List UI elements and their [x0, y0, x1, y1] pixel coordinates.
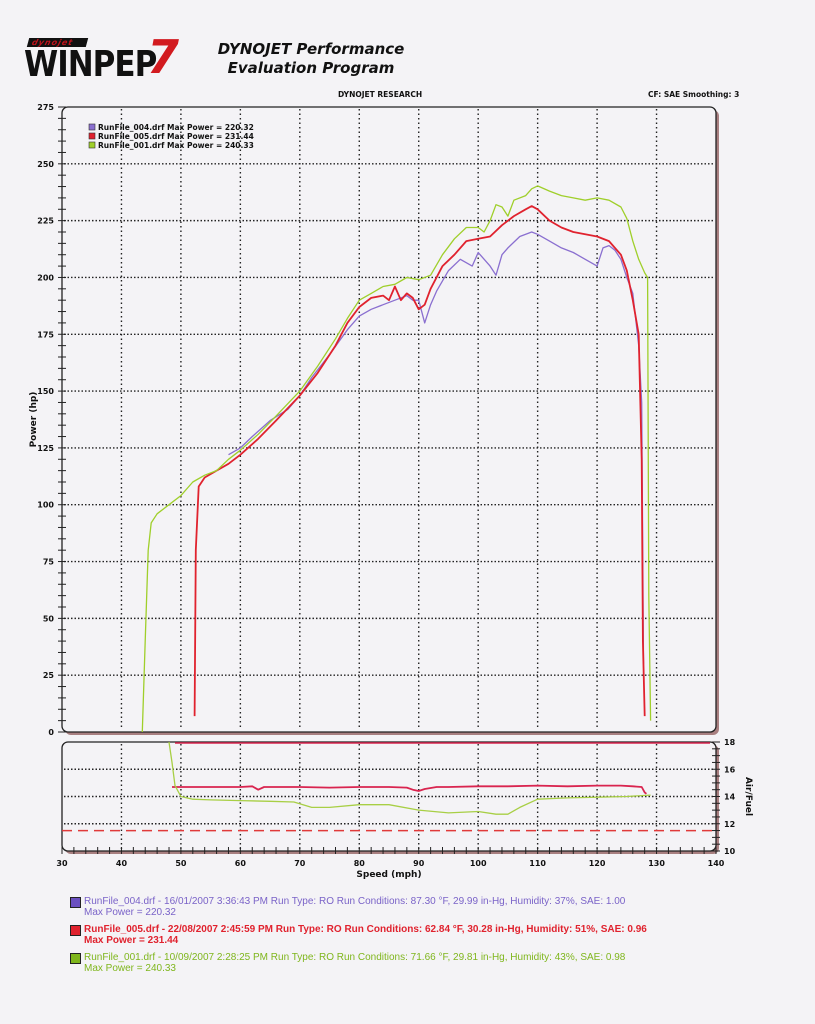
run-max-power: Max Power = 231.44: [84, 935, 179, 946]
legend-swatch: [88, 132, 96, 140]
y-tick-label: 14: [724, 793, 736, 802]
run-color-swatch: [70, 953, 81, 964]
y-tick-label: 100: [37, 501, 54, 510]
run-info-item: RunFile_001.drf - 10/09/2007 2:28:25 PM …: [70, 952, 710, 974]
series-line: [141, 185, 652, 733]
run-color-swatch: [70, 897, 81, 908]
legend-entry: RunFile_005.drf Max Power = 231.44: [98, 132, 254, 141]
chart-title: DYNOJET RESEARCH: [338, 90, 423, 99]
winpep-logo: dynojet WINPEP 7: [22, 30, 192, 86]
y-tick-label: 12: [724, 820, 735, 829]
y-tick-label: 150: [37, 387, 54, 396]
power-chart: 0 25 50 75 100 125 150 175 200 225 250 275 Power (hp…: [29, 103, 719, 737]
run-conditions-text: RunFile_001.drf - 10/09/2007 2:28:25 PM …: [84, 952, 626, 963]
legend-entry: RunFile_001.drf Max Power = 240.33: [98, 141, 254, 150]
run-max-power: Max Power = 240.33: [84, 963, 176, 974]
legend-entry: RunFile_004.drf Max Power = 220.32: [98, 123, 254, 132]
y-axis-title: Air/Fuel: [743, 777, 753, 816]
dyno-charts: 0 25 50 75 100 125 150 175 200 225 250 275 Power (hp…: [29, 103, 753, 880]
series-line: [168, 741, 651, 815]
legend-swatch: [88, 141, 96, 149]
legend-swatch: [88, 123, 96, 131]
y-tick-label: 10: [724, 847, 736, 856]
x-tick-label: 100: [470, 859, 487, 868]
y-tick-label: 275: [37, 103, 54, 112]
series-line: [193, 205, 646, 717]
x-axis-title: Speed (mph): [356, 870, 421, 880]
x-tick-label: 50: [175, 859, 187, 868]
y-tick-label: 16: [724, 765, 736, 774]
series-line: [172, 784, 647, 795]
program-title: DYNOJET Performance Evaluation Program: [196, 40, 426, 78]
logo-winpep-text: WINPEP: [24, 44, 157, 86]
run-color-swatch: [70, 925, 81, 936]
x-tick-label: 130: [648, 859, 665, 868]
run-conditions-text: RunFile_005.drf - 22/08/2007 2:45:59 PM …: [84, 924, 647, 935]
run-conditions-text: RunFile_004.drf - 16/01/2007 3:36:43 PM …: [84, 896, 626, 907]
y-tick-label: 75: [43, 558, 55, 567]
x-tick-label: 140: [708, 859, 725, 868]
y-tick-label: 50: [43, 614, 55, 623]
x-tick-label: 90: [413, 859, 425, 868]
x-tick-label: 120: [589, 859, 606, 868]
program-title-line2: Evaluation Program: [227, 59, 395, 77]
y-tick-label: 250: [37, 160, 54, 169]
program-title-line1: DYNOJET Performance: [217, 40, 405, 58]
y-tick-label: 0: [48, 728, 54, 737]
y-tick-label: 25: [43, 671, 55, 680]
y-tick-label: 200: [37, 273, 54, 282]
run-max-power: Max Power = 220.32: [84, 907, 176, 918]
logo-seven-text: 7: [147, 30, 180, 84]
y-tick-label: 225: [37, 217, 54, 226]
x-tick-label: 40: [116, 859, 128, 868]
x-tick-label: 60: [235, 859, 247, 868]
plot-area: [61, 106, 717, 733]
air-fuel-chart: 10 12 14 16 18 30 40 50 60 70 80 90 100 110 120 130 140 S…: [56, 738, 753, 880]
run-info-item: RunFile_004.drf - 16/01/2007 3:36:43 PM …: [70, 896, 710, 918]
x-tick-label: 70: [294, 859, 306, 868]
x-tick-label: 80: [354, 859, 366, 868]
correction-factor-label: CF: SAE Smoothing: 3: [648, 90, 740, 99]
y-tick-label: 175: [37, 330, 54, 339]
x-tick-label: 110: [529, 859, 546, 868]
x-tick-label: 30: [56, 859, 68, 868]
y-tick-label: 18: [724, 738, 736, 747]
run-info-list: RunFile_004.drf - 16/01/2007 3:36:43 PM …: [70, 896, 710, 980]
run-info-item: RunFile_005.drf - 22/08/2007 2:45:59 PM …: [70, 924, 710, 946]
y-axis-title: Power (hp): [29, 392, 39, 448]
y-tick-label: 125: [37, 444, 54, 453]
